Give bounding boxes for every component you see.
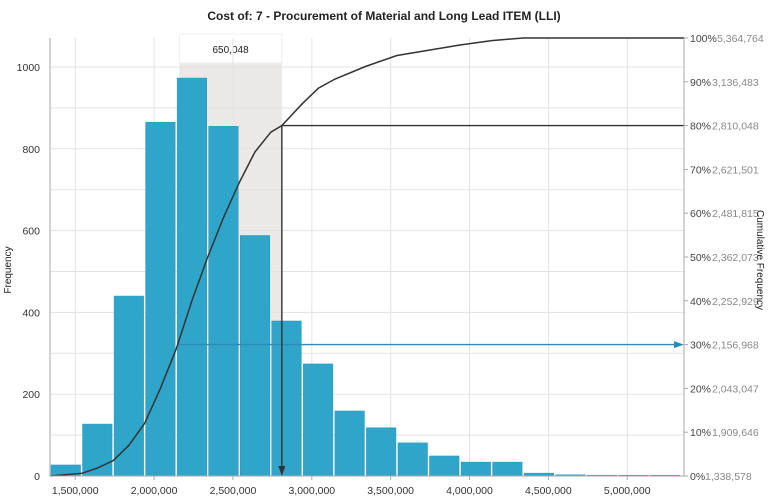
cumulative-value-label: 2,043,047: [712, 383, 759, 395]
y-tick-label: 200: [22, 389, 40, 401]
histogram-bar: [271, 320, 302, 477]
cumulative-value-label: 2,362,073: [712, 252, 759, 264]
cumulative-value-label: 3,136,483: [712, 77, 759, 89]
cumulative-pct-label: 0%: [690, 471, 705, 483]
cumulative-pct-label: 90%: [690, 77, 711, 89]
histogram-bar: [176, 77, 207, 477]
y-tick-label: 400: [22, 307, 40, 319]
cumulative-curve: [49, 37, 684, 477]
histogram-bar: [113, 295, 144, 477]
bars-layer: [50, 77, 681, 477]
histogram-bar: [145, 121, 176, 477]
p30-arrow-head: [674, 341, 684, 349]
histogram-bar: [208, 126, 239, 477]
cumulative-pct-label: 100%: [690, 33, 717, 45]
cumulative-pct-label: 40%: [690, 296, 711, 308]
x-tick-label: 3,000,000: [288, 485, 335, 497]
histogram-bar: [460, 461, 491, 477]
cumulative-value-label: 2,156,968: [712, 340, 759, 352]
chart-title: Cost of: 7 - Procurement of Material and…: [207, 9, 560, 23]
axes-layer: 0 200 400 600 800 1000 1,500,000 2,000,000 2,500…: [17, 33, 764, 497]
y2-axis-label: Cumulative Frequency: [754, 210, 765, 310]
y-axis-label: Frequency: [3, 246, 14, 293]
cumulative-value-label: 5,364,764: [717, 33, 764, 45]
histogram-bar: [366, 427, 397, 477]
histogram-bar: [240, 235, 271, 477]
x-tick-label: 4,000,000: [446, 485, 493, 497]
cumulative-value-label: 1,338,578: [705, 471, 752, 483]
cumulative-pct-label: 20%: [690, 383, 711, 395]
histogram-bar: [303, 363, 334, 477]
range-label: 650,048: [213, 45, 250, 56]
lines-layer: [49, 37, 684, 477]
y-tick-label: 0: [34, 471, 40, 483]
cumulative-value-label: 2,252,929: [712, 296, 759, 308]
cumulative-value-label: 2,621,501: [712, 164, 759, 176]
y-tick-label: 800: [22, 144, 40, 156]
y-tick-label: 600: [22, 226, 40, 238]
cumulative-pct-label: 10%: [690, 427, 711, 439]
range-label-box: [178, 33, 283, 64]
x-tick-label: 5,000,000: [604, 485, 651, 497]
cumulative-pct-label: 50%: [690, 252, 711, 264]
histogram-bar: [492, 461, 523, 477]
cumulative-value-label: 1,909,646: [712, 427, 759, 439]
cumulative-pct-label: 60%: [690, 208, 711, 220]
y-tick-label: 1000: [17, 62, 41, 74]
histogram-bar: [397, 442, 428, 477]
histogram-bar: [429, 455, 460, 477]
x-tick-label: 2,000,000: [131, 485, 178, 497]
cumulative-value-label: 2,810,048: [712, 121, 759, 133]
cumulative-pct-label: 80%: [690, 121, 711, 133]
cumulative-value-label: 2,481,815: [712, 208, 759, 220]
x-tick-label: 1,500,000: [52, 485, 99, 497]
x-tick-label: 2,500,000: [210, 485, 257, 497]
histogram-bar: [334, 410, 365, 477]
x-tick-label: 3,500,000: [367, 485, 414, 497]
p80-arrow-head: [278, 466, 286, 476]
grid-layer: [50, 38, 684, 476]
cumulative-pct-label: 70%: [690, 164, 711, 176]
x-tick-label: 4,500,000: [525, 485, 572, 497]
cumulative-pct-label: 30%: [690, 340, 711, 352]
